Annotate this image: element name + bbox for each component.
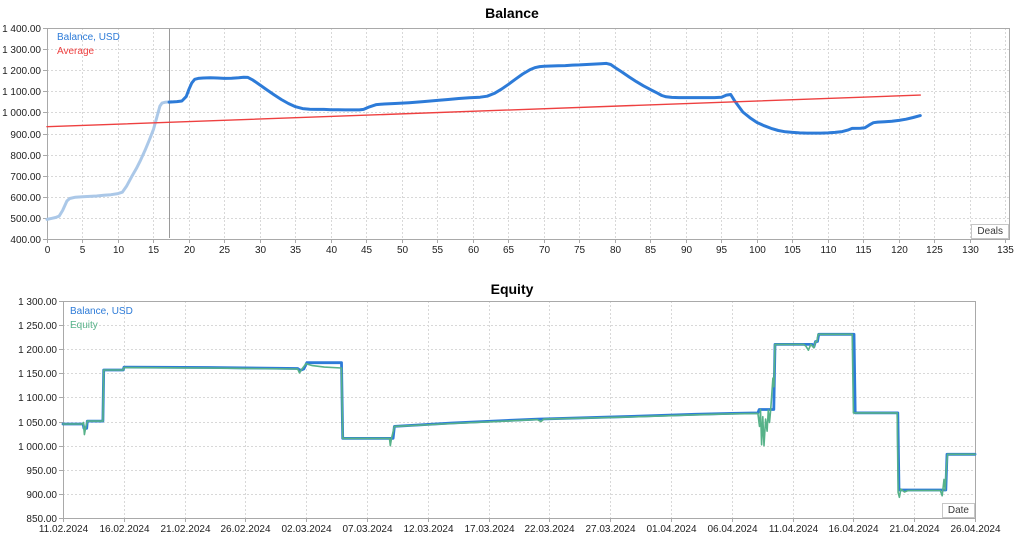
series-equity — [62, 333, 976, 499]
tick-marks — [59, 301, 976, 522]
plot-frame — [47, 28, 1010, 240]
x-tick-label: 17.03.2024 — [464, 524, 514, 535]
y-tick-label: 800.00 — [10, 151, 41, 162]
x-tick-label: 10 — [113, 245, 125, 256]
x-tick-label: 40 — [326, 245, 338, 256]
x-tick-label: 30 — [255, 245, 267, 256]
legend-balance-usd: Balance, USD — [70, 306, 133, 317]
x-tick-label: 0 — [45, 245, 51, 256]
tick-labels: 1 300.00 1 250.00 1 200.00 1 150.00 1 100.00… — [18, 297, 1001, 535]
x-tick-label: 15 — [148, 245, 160, 256]
x-tick-label: 70 — [539, 245, 551, 256]
x-tick-label: 11.04.2024 — [769, 524, 819, 535]
x-tick-label: 21.04.2024 — [889, 524, 939, 535]
equity-plot-area[interactable]: 1 300.00 1 250.00 1 200.00 1 150.00 1 100.00… — [0, 277, 1024, 542]
x-tick-label: 60 — [468, 245, 480, 256]
plot-frame — [63, 301, 976, 519]
x-tick-label: 65 — [503, 245, 515, 256]
y-tick-label: 500.00 — [10, 214, 41, 225]
x-tick-label: 120 — [891, 245, 908, 256]
legend: Balance, USD Average — [57, 31, 120, 59]
x-tick-label: 80 — [610, 245, 622, 256]
x-tick-label: 50 — [397, 245, 409, 256]
x-tick-label: 11.02.2024 — [39, 524, 89, 535]
x-axis-unit-badge: Date — [941, 503, 975, 518]
y-tick-label: 1 200.00 — [2, 66, 41, 77]
x-tick-label: 105 — [784, 245, 801, 256]
y-tick-label: 1 200.00 — [18, 345, 57, 356]
x-tick-label: 55 — [432, 245, 444, 256]
y-tick-label: 1 100.00 — [18, 393, 57, 404]
balance-plot-area[interactable]: 1 400.00 1 300.00 1 200.00 1 100.00 1 000.00… — [0, 0, 1024, 277]
series-balance — [61, 332, 977, 492]
x-tick-label: 85 — [645, 245, 657, 256]
y-tick-label: 1 400.00 — [2, 24, 41, 35]
y-tick-label: 600.00 — [10, 193, 41, 204]
y-tick-label: 900.00 — [10, 130, 41, 141]
y-tick-label: 1 300.00 — [2, 45, 41, 56]
y-tick-label: 1 300.00 — [18, 297, 57, 308]
x-tick-label: 06.04.2024 — [707, 524, 757, 535]
x-tick-label: 12.03.2024 — [403, 524, 453, 535]
y-tick-label: 950.00 — [26, 466, 57, 477]
y-tick-label: 1 100.00 — [2, 87, 41, 98]
x-tick-label: 07.03.2024 — [342, 524, 392, 535]
x-tick-label: 35 — [290, 245, 302, 256]
x-tick-label: 45 — [361, 245, 373, 256]
x-tick-label: 110 — [821, 245, 837, 256]
equity-chart-panel: Equity 1 300.00 1 250.00 1 200.00 1 150.00 1… — [0, 277, 1024, 542]
gridlines — [63, 301, 975, 518]
series-balance-history — [45, 100, 173, 221]
x-tick-label: 27.03.2024 — [585, 524, 635, 535]
x-tick-label: 16.04.2024 — [828, 524, 878, 535]
x-tick-label: 5 — [80, 245, 86, 256]
y-tick-label: 1 000.00 — [2, 108, 41, 119]
gridlines — [47, 28, 1009, 239]
x-tick-label: 115 — [856, 245, 872, 256]
y-tick-label: 1 050.00 — [18, 418, 57, 429]
chart-title: Balance — [485, 5, 539, 21]
y-tick-label: 400.00 — [10, 235, 41, 246]
y-tick-label: 1 150.00 — [18, 369, 57, 380]
x-tick-label: 26.04.2024 — [950, 524, 1000, 535]
balance-chart-panel: Balance 1 400.00 1 300.00 1 200.00 1 100.00… — [0, 0, 1024, 277]
x-tick-label: 25 — [219, 245, 231, 256]
x-tick-label: 75 — [574, 245, 586, 256]
x-tick-label: 22.03.2024 — [524, 524, 574, 535]
legend: Balance, USD Equity — [70, 305, 133, 333]
y-tick-label: 850.00 — [26, 514, 57, 525]
x-tick-label: 90 — [681, 245, 693, 256]
series-average — [46, 94, 921, 128]
y-tick-label: 700.00 — [10, 172, 41, 183]
tick-labels: 1 400.00 1 300.00 1 200.00 1 100.00 1 000.00… — [2, 24, 1014, 256]
x-tick-label: 95 — [716, 245, 728, 256]
series-balance — [167, 61, 922, 135]
x-tick-label: 21.02.2024 — [160, 524, 210, 535]
legend-average: Average — [57, 46, 95, 57]
x-tick-label: 26.02.2024 — [220, 524, 270, 535]
x-tick-label: 01.04.2024 — [646, 524, 696, 535]
chart-title: Equity — [490, 281, 534, 297]
x-axis-unit-badge: Deals — [971, 224, 1009, 239]
y-tick-label: 1 250.00 — [18, 321, 57, 332]
x-tick-label: 16.02.2024 — [99, 524, 149, 535]
x-tick-label: 02.03.2024 — [281, 524, 331, 535]
legend-balance-usd: Balance, USD — [57, 32, 120, 43]
x-tick-label: 125 — [926, 245, 943, 256]
y-tick-label: 1 000.00 — [18, 442, 57, 453]
x-tick-label: 100 — [749, 245, 766, 256]
x-tick-label: 135 — [997, 245, 1014, 256]
y-tick-label: 900.00 — [26, 490, 57, 501]
legend-equity: Equity — [70, 320, 98, 331]
tick-marks — [43, 28, 1006, 243]
x-tick-label: 130 — [962, 245, 979, 256]
x-tick-label: 20 — [184, 245, 196, 256]
